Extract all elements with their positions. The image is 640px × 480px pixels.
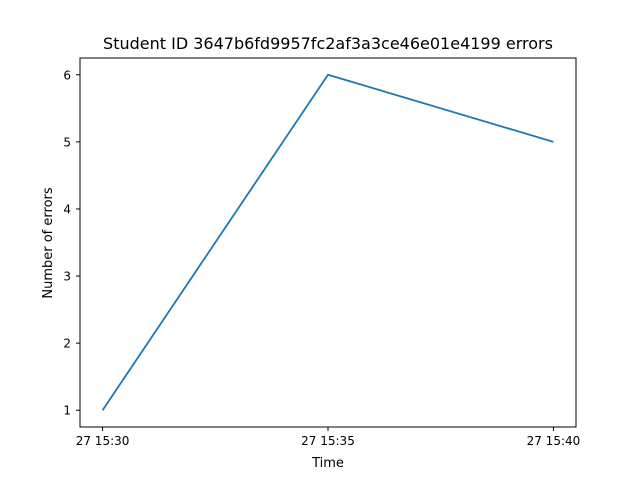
y-tick-label: 4 xyxy=(63,202,71,216)
y-tick-label: 3 xyxy=(63,270,71,284)
x-tick-label: 27 15:30 xyxy=(76,434,130,448)
y-tick-label: 1 xyxy=(63,404,71,418)
chart-title: Student ID 3647b6fd9957fc2af3a3ce46e01e4… xyxy=(103,34,553,53)
x-axis-label: Time xyxy=(311,456,344,471)
y-tick-label: 2 xyxy=(63,337,71,351)
series-layer xyxy=(101,73,554,411)
y-axis-label: Number of errors xyxy=(41,187,56,298)
x-axis: 27 15:30 27 15:35 27 15:40 xyxy=(76,427,581,448)
y-tick-label: 6 xyxy=(63,68,71,82)
y-axis: 1 2 3 4 5 6 xyxy=(63,68,80,418)
x-tick-label: 27 15:35 xyxy=(301,434,355,448)
plot-area xyxy=(80,58,576,427)
y-tick-label: 5 xyxy=(63,135,71,149)
x-tick-label: 27 15:40 xyxy=(527,434,581,448)
